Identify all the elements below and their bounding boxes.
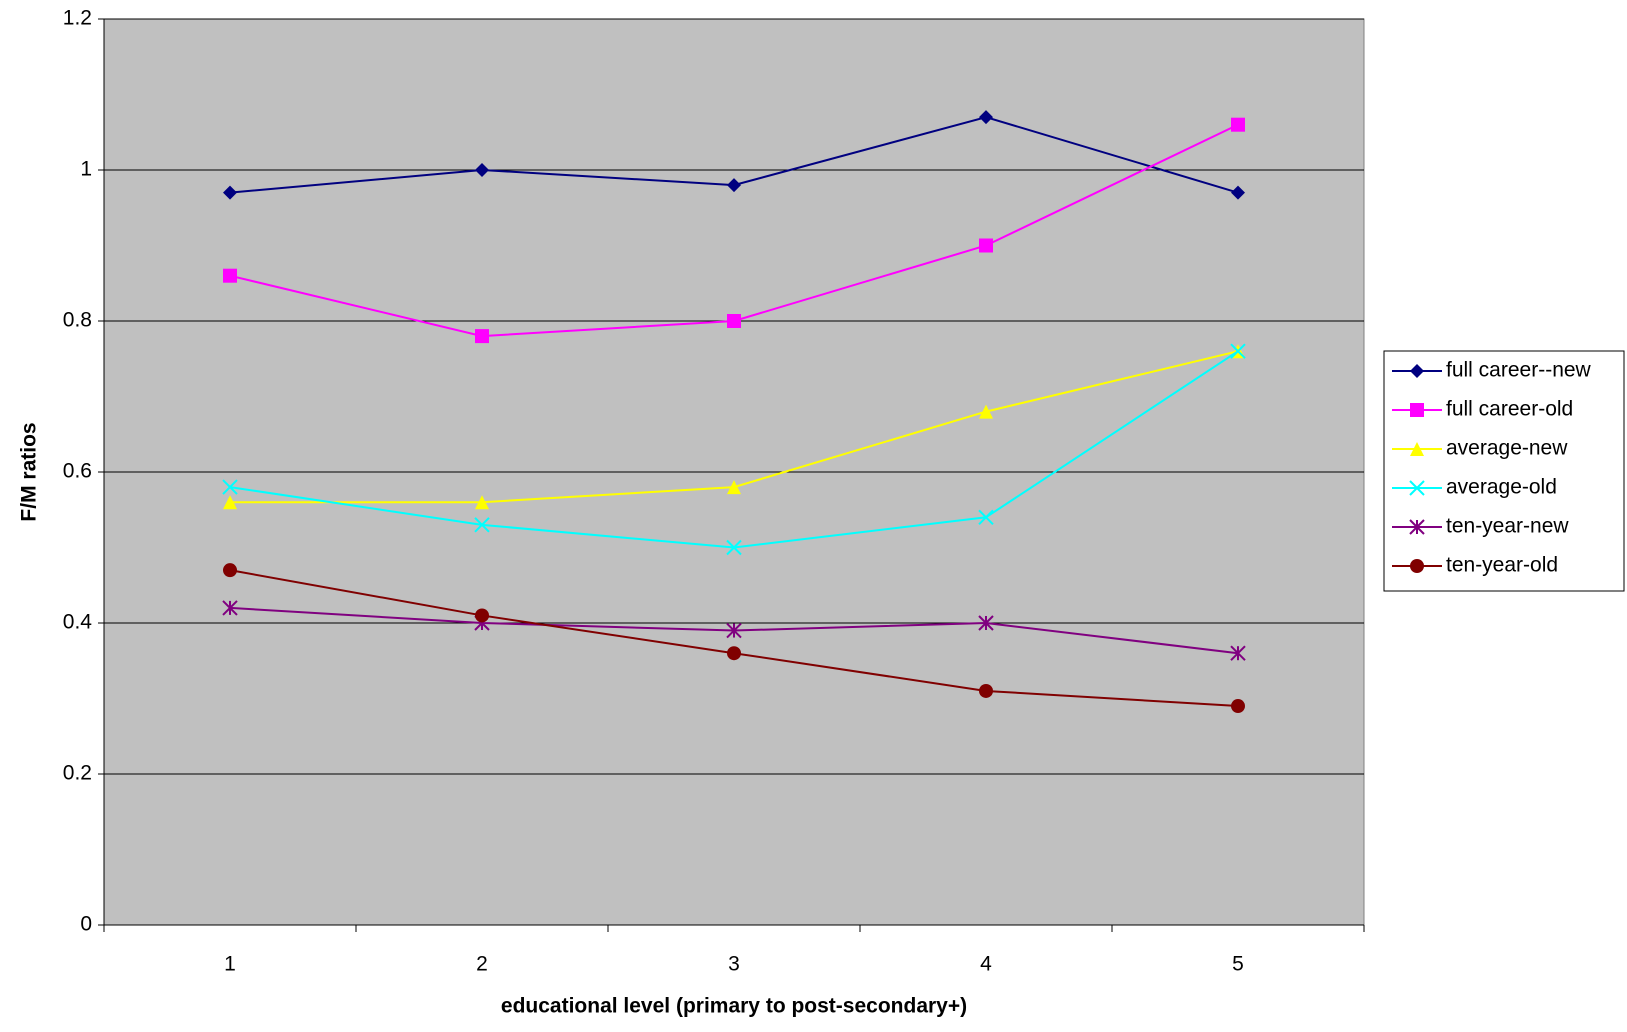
marker-part (727, 314, 741, 328)
marker-part (223, 185, 237, 200)
y-tick-label: 0.2 (63, 762, 92, 785)
marker (222, 479, 238, 495)
marker (726, 539, 742, 556)
x-tick-label: 4 (980, 953, 992, 976)
legend-label: ten-year-new (1446, 515, 1569, 538)
marker (1231, 699, 1245, 714)
marker-part (1231, 699, 1245, 714)
x-tick-label: 2 (476, 953, 488, 976)
marker-part (475, 163, 489, 177)
legend-label: ten-year-old (1446, 554, 1558, 577)
marker (979, 683, 993, 698)
marker (978, 615, 994, 631)
legend (1383, 350, 1625, 592)
legend-label: average-new (1446, 437, 1568, 460)
marker-part (727, 480, 741, 495)
marker (1230, 645, 1246, 661)
marker (1230, 343, 1246, 359)
marker-part (223, 563, 237, 578)
legend-marker (1409, 480, 1425, 496)
marker-part (475, 608, 489, 623)
marker (727, 480, 741, 495)
marker (727, 646, 741, 661)
y-axis-title: F/M ratios (18, 422, 41, 521)
marker (727, 178, 741, 193)
marker (223, 268, 237, 283)
marker-part (979, 110, 993, 125)
y-tick-label: 0.8 (63, 309, 92, 332)
x-tick-label: 5 (1232, 953, 1244, 976)
marker-part (1410, 442, 1424, 456)
marker (1231, 185, 1245, 200)
marker-part (475, 329, 489, 344)
legend-marker (1410, 364, 1424, 378)
legend-marker (1410, 559, 1424, 573)
marker (979, 404, 993, 419)
marker-part (223, 268, 237, 283)
marker (979, 238, 993, 253)
x-axis-title: educational level (primary to post-secon… (501, 995, 967, 1018)
marker-part (979, 404, 993, 419)
marker-part (1409, 480, 1425, 496)
legend-marker (1410, 403, 1424, 417)
legend-label: full career-old (1446, 398, 1573, 421)
marker-part (1410, 559, 1424, 573)
marker-part (1231, 185, 1245, 200)
marker-part (727, 646, 741, 661)
marker-part (1410, 364, 1424, 378)
legend-marker (1409, 519, 1425, 535)
legend-label: average-old (1446, 476, 1557, 499)
marker-part (978, 509, 994, 526)
marker-part (475, 495, 489, 510)
y-tick-label: 1 (80, 158, 92, 181)
marker (475, 163, 489, 177)
marker-part (979, 683, 993, 698)
marker-part (1230, 343, 1246, 359)
marker (223, 495, 237, 510)
marker (475, 495, 489, 510)
marker-part (1410, 403, 1424, 417)
marker-part (474, 517, 490, 533)
marker-part (1231, 117, 1245, 132)
marker (1231, 117, 1245, 132)
marker (223, 185, 237, 200)
marker (979, 110, 993, 125)
marker-part (726, 539, 742, 556)
marker (727, 314, 741, 328)
x-tick-label: 1 (224, 953, 236, 976)
marker (223, 563, 237, 578)
marker-part (222, 479, 238, 495)
x-tick-label: 3 (728, 953, 740, 976)
marker-part (979, 238, 993, 253)
marker-part (223, 495, 237, 510)
marker (222, 600, 238, 616)
marker (726, 622, 742, 639)
y-tick-label: 0.6 (63, 460, 92, 483)
marker (475, 329, 489, 344)
y-tick-label: 1.2 (63, 7, 92, 30)
marker (978, 509, 994, 526)
legend-marker (1410, 442, 1424, 456)
marker (474, 517, 490, 533)
marker (475, 608, 489, 623)
legend-label: full career--new (1446, 359, 1592, 382)
y-tick-label: 0.4 (63, 611, 93, 634)
y-tick-label: 0 (80, 913, 92, 936)
marker-part (727, 178, 741, 193)
